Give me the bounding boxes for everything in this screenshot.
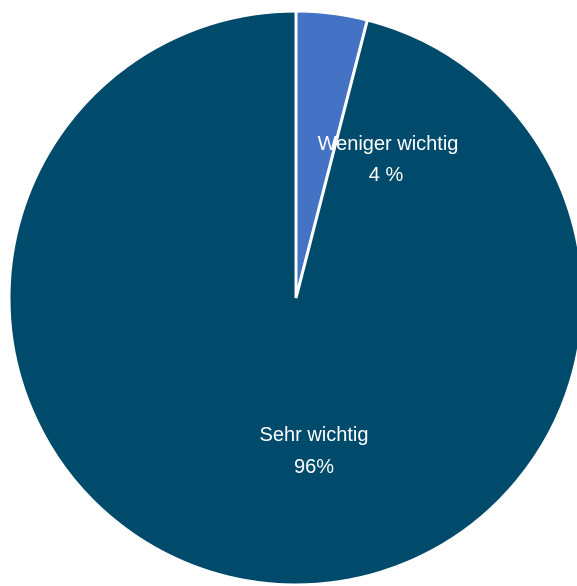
pie-slice-sehr-wichtig (7, 9, 577, 586)
slice-value-weniger-wichtig: 4 % (369, 164, 404, 186)
slice-value-sehr-wichtig: 96% (294, 456, 334, 478)
slice-label-sehr-wichtig: Sehr wichtig (260, 424, 369, 446)
pie-slices (7, 9, 577, 586)
slice-label-weniger-wichtig: Weniger wichtig (318, 133, 459, 155)
